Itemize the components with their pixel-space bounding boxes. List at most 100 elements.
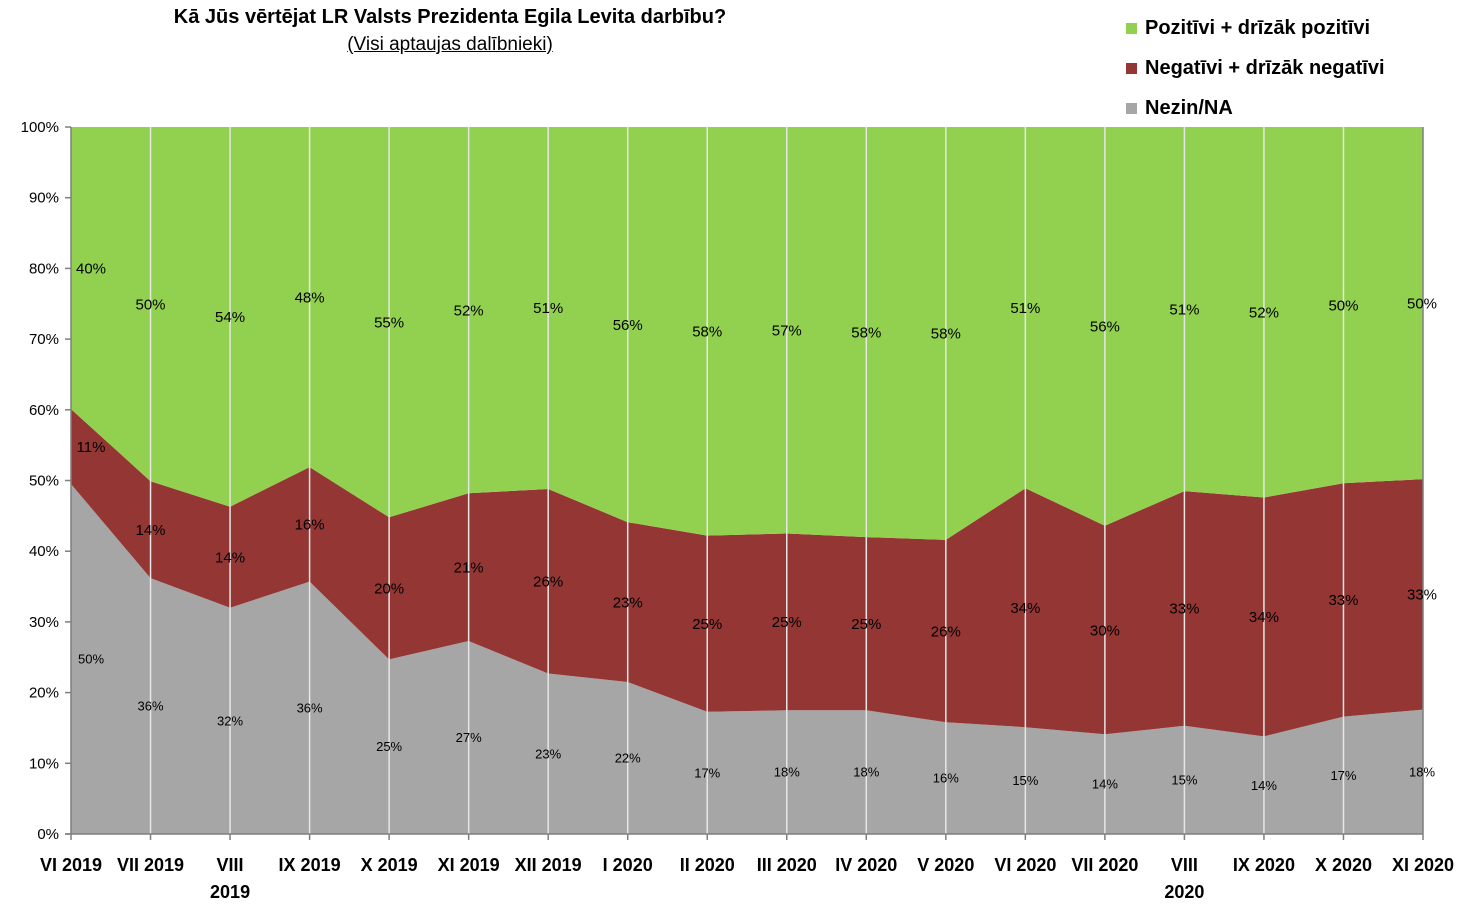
- data-label-series-0-9: 18%: [774, 765, 800, 780]
- area-series-0: [71, 484, 1423, 834]
- x-tick-label-6: XII 2019: [515, 855, 582, 875]
- data-label-series-2-15: 52%: [1249, 304, 1279, 321]
- x-tick-label-1: VII 2019: [117, 855, 184, 875]
- y-tick-label-4: 40%: [29, 543, 59, 560]
- data-label-series-2-2: 54%: [215, 309, 245, 326]
- data-label-series-2-9: 57%: [772, 323, 802, 340]
- data-label-series-2-11: 58%: [931, 326, 961, 343]
- data-label-series-1-3: 16%: [295, 517, 325, 534]
- area-series-1: [71, 409, 1423, 737]
- y-tick-label-0: 0%: [37, 826, 59, 843]
- data-label-series-0-17: 18%: [1409, 764, 1435, 779]
- y-tick-label-2: 20%: [29, 685, 59, 702]
- x-tick-label-4: X 2019: [361, 855, 418, 875]
- data-label-series-1-1: 14%: [136, 522, 166, 539]
- legend-label-negative: Negatīvi + drīzāk negatīvi: [1145, 56, 1385, 79]
- data-label-series-0-6: 23%: [535, 746, 561, 761]
- data-label-series-0-0: 50%: [78, 652, 104, 667]
- data-label-series-2-8: 58%: [692, 324, 722, 341]
- data-label-series-1-16: 33%: [1328, 592, 1358, 609]
- data-label-series-2-14: 51%: [1169, 301, 1199, 318]
- legend-item-unknown: Nezin/NA: [1126, 88, 1385, 128]
- data-label-series-0-2: 32%: [217, 713, 243, 728]
- chart-subtitle: (Visi aptaujas dalībnieki): [347, 34, 553, 55]
- data-label-series-0-16: 17%: [1330, 768, 1356, 783]
- data-label-series-2-12: 51%: [1010, 300, 1040, 317]
- x-tick-label-11: V 2020: [917, 855, 974, 875]
- x-tick-label-15: IX 2020: [1233, 855, 1295, 875]
- data-label-series-0-3: 36%: [297, 700, 323, 715]
- data-label-series-0-14: 15%: [1171, 772, 1197, 787]
- x-tick-label-2-line-0: VIII: [217, 855, 244, 875]
- data-label-series-1-14: 33%: [1169, 601, 1199, 618]
- data-label-series-0-1: 36%: [138, 699, 164, 714]
- chart-title: Kā Jūs vērtējat LR Valsts Prezidenta Egi…: [173, 6, 727, 28]
- x-tick-label-16: X 2020: [1315, 855, 1372, 875]
- data-label-series-1-8: 25%: [692, 616, 722, 633]
- y-tick-label-9: 90%: [29, 190, 59, 207]
- data-label-series-1-9: 25%: [772, 614, 802, 631]
- x-tick-label-5: XI 2019: [438, 855, 500, 875]
- data-label-series-2-3: 48%: [295, 289, 325, 306]
- x-tick-label-17: XI 2020: [1392, 855, 1454, 875]
- x-tick-label-3: IX 2019: [279, 855, 341, 875]
- data-label-series-2-6: 51%: [533, 300, 563, 317]
- data-label-series-0-7: 22%: [615, 751, 641, 766]
- data-label-series-1-15: 34%: [1249, 609, 1279, 626]
- data-label-series-2-13: 56%: [1090, 319, 1120, 336]
- data-label-series-0-15: 14%: [1251, 778, 1277, 793]
- data-label-series-2-1: 50%: [136, 296, 166, 313]
- y-tick-label-6: 60%: [29, 402, 59, 419]
- data-label-series-1-2: 14%: [215, 549, 245, 566]
- legend: Pozitīvi + drīzāk pozitīvi Negatīvi + dr…: [1126, 8, 1385, 128]
- data-label-series-1-6: 26%: [533, 573, 563, 590]
- data-label-series-2-16: 50%: [1328, 297, 1358, 314]
- data-label-series-1-10: 25%: [851, 616, 881, 633]
- data-label-series-2-7: 56%: [613, 317, 643, 334]
- data-label-series-1-17: 33%: [1407, 587, 1437, 604]
- legend-label-positive: Pozitīvi + drīzāk pozitīvi: [1145, 16, 1371, 39]
- legend-item-negative: Negatīvi + drīzāk negatīvi: [1126, 48, 1385, 88]
- data-label-series-1-5: 21%: [454, 559, 484, 576]
- data-label-series-0-13: 14%: [1092, 777, 1118, 792]
- x-tick-label-9: III 2020: [757, 855, 817, 875]
- data-label-series-2-17: 50%: [1407, 295, 1437, 312]
- y-tick-label-5: 50%: [29, 473, 59, 490]
- data-label-series-2-5: 52%: [454, 302, 484, 319]
- data-label-series-0-8: 17%: [694, 765, 720, 780]
- x-tick-label-2-line-1: 2019: [210, 882, 250, 902]
- data-label-series-0-5: 27%: [456, 730, 482, 745]
- data-label-series-0-12: 15%: [1012, 773, 1038, 788]
- y-tick-label-8: 80%: [29, 260, 59, 277]
- area-series-2: [71, 127, 1423, 540]
- x-tick-label-13: VII 2020: [1071, 855, 1138, 875]
- y-tick-label-3: 30%: [29, 614, 59, 631]
- x-tick-label-10: IV 2020: [835, 855, 897, 875]
- x-tick-label-14-line-0: VIII: [1171, 855, 1198, 875]
- data-label-series-1-0: 11%: [77, 439, 106, 456]
- x-tick-label-12: VI 2020: [994, 855, 1056, 875]
- y-tick-label-10: 100%: [21, 119, 59, 136]
- data-label-series-2-10: 58%: [851, 324, 881, 341]
- y-tick-label-1: 10%: [29, 755, 59, 772]
- legend-swatch-positive: [1126, 22, 1137, 34]
- data-label-series-2-4: 55%: [374, 314, 404, 331]
- x-tick-label-7: I 2020: [603, 855, 653, 875]
- data-label-series-1-12: 34%: [1010, 600, 1040, 617]
- x-tick-label-14-line-1: 2020: [1164, 882, 1204, 902]
- data-label-series-1-11: 26%: [931, 623, 961, 640]
- data-label-series-0-11: 16%: [933, 771, 959, 786]
- y-tick-label-7: 70%: [29, 331, 59, 348]
- legend-item-positive: Pozitīvi + drīzāk pozitīvi: [1126, 8, 1385, 48]
- legend-swatch-negative: [1126, 62, 1137, 74]
- legend-label-unknown: Nezin/NA: [1145, 96, 1233, 119]
- x-tick-label-8: II 2020: [680, 855, 735, 875]
- data-label-series-1-13: 30%: [1090, 622, 1120, 639]
- data-label-series-0-4: 25%: [376, 739, 402, 754]
- data-label-series-2-0: 40%: [76, 260, 106, 277]
- data-label-series-1-7: 23%: [613, 594, 643, 611]
- data-label-series-1-4: 20%: [374, 581, 404, 598]
- legend-swatch-unknown: [1126, 102, 1137, 114]
